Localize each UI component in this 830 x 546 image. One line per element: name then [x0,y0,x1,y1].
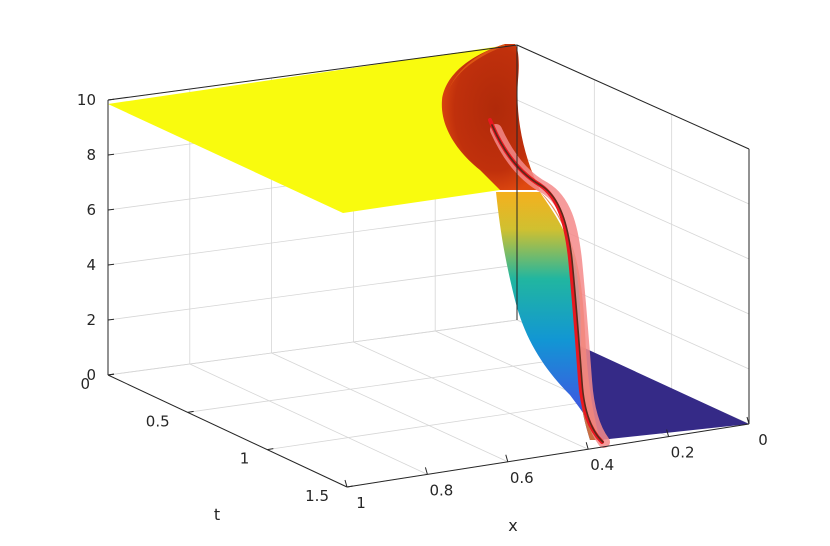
grid-line [189,363,428,475]
x-tick-label: 0.2 [671,444,695,462]
plateau-surface [108,44,515,213]
x-tick-label: 0.8 [429,481,453,499]
z-tick [107,98,115,101]
t-axis-line [107,374,348,488]
surface [108,44,749,440]
transition-surface [496,192,604,440]
z-tick-label: 0 [86,366,96,384]
grid-line [353,341,589,450]
x-tick [585,442,589,450]
z-tick [107,153,115,156]
grid-line [516,154,750,260]
t-tick-label: 0 [80,375,90,393]
box-edge [107,44,518,101]
t-axis-label: t [214,505,220,524]
grid-line [271,352,508,463]
z-tick-label: 10 [77,91,96,109]
x-axis-label: x [508,516,517,535]
x-tick-label: 1 [356,494,366,512]
x-tick [746,416,750,425]
t-tick-label: 1 [240,450,250,468]
t-tick [346,485,354,488]
solution-curve [488,118,610,448]
x-axis-line [346,423,750,488]
x-tick [344,479,348,488]
t-tick [107,373,115,376]
t-tick-label: 0.5 [146,412,170,430]
x-tick-label: 0.6 [510,469,534,487]
z-tick-label: 4 [86,256,96,274]
t-tick [187,410,194,413]
dark-curve [491,124,604,443]
z-tick-label: 8 [86,146,96,164]
x-tick-label: 0.4 [590,456,614,474]
base-surface [575,345,749,440]
grid-line [516,99,750,205]
x-tick [424,467,428,475]
t-tick-label: 1.5 [305,487,329,505]
grid-line [107,209,518,266]
x-tick [666,429,670,437]
axes [107,44,750,488]
z-tick-label: 6 [86,201,96,219]
z-tick [107,318,115,321]
z-tick [107,263,115,266]
z-tick [107,208,115,211]
box-edge [516,44,750,150]
z-tick-label: 2 [86,311,96,329]
grid-line [187,354,595,413]
grid-line [107,264,518,321]
grid-line [107,319,518,376]
tick-labels: 0 2 4 6 8 10 0 0.5 1 1.5 1 0.8 0.6 0.4 0.2 0 x t [77,91,768,535]
x-tick [505,454,509,462]
x-tick-label: 0 [758,431,768,449]
t-tick [267,448,274,451]
